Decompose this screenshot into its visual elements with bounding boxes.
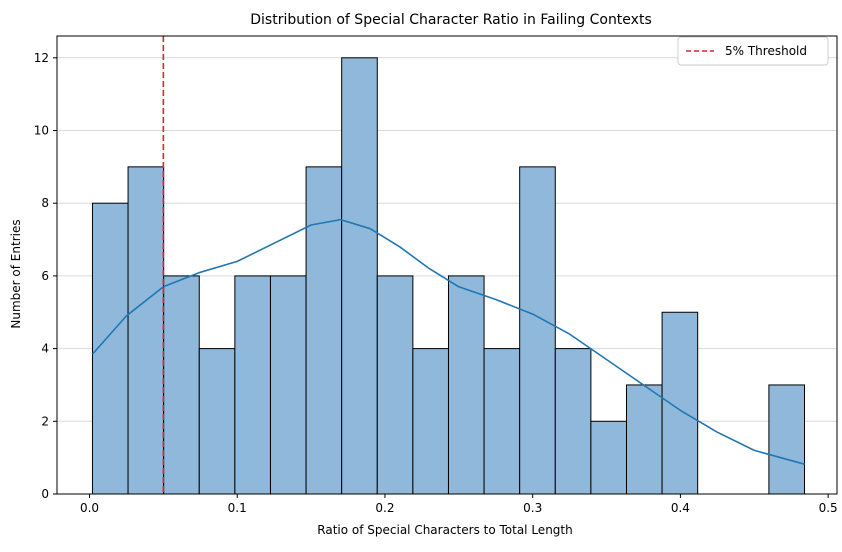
x-tick-label-3: 0.3 xyxy=(523,501,542,515)
histogram-bar-12 xyxy=(519,166,556,495)
histogram-bar-16 xyxy=(661,311,699,495)
kde-curve xyxy=(91,218,805,465)
kde-line xyxy=(91,218,805,465)
x-tick-label-5: 0.5 xyxy=(819,501,838,515)
y-tick-label-4: 8 xyxy=(41,196,49,210)
x-tick-label-0: 0.0 xyxy=(80,501,99,515)
histogram-bar-2 xyxy=(163,275,200,495)
x-axis-label: Ratio of Special Characters to Total Len… xyxy=(317,523,572,537)
legend: 5% Threshold xyxy=(677,36,829,66)
histogram-bar-3 xyxy=(198,348,236,495)
x-tick-label-2: 0.2 xyxy=(375,501,394,515)
histogram-bar-15 xyxy=(625,384,663,495)
axes xyxy=(56,35,838,495)
histogram-bars xyxy=(91,57,805,495)
histogram-bar-4 xyxy=(234,275,271,495)
ticks: 0.0 0.1 0.2 0.3 0.4 0.5 0 2 4 6 8 10 12 xyxy=(34,51,838,515)
y-tick-label-0: 0 xyxy=(41,487,49,501)
histogram-bar-8 xyxy=(376,275,414,495)
histogram-bar-7 xyxy=(341,57,378,495)
histogram-bar-10 xyxy=(447,275,485,495)
axes-frame xyxy=(56,35,838,495)
histogram-bar-9 xyxy=(412,348,449,495)
legend-box xyxy=(677,36,829,66)
histogram-bar-1 xyxy=(127,166,165,495)
histogram-bar-6 xyxy=(305,166,343,495)
legend-label-threshold: 5% Threshold xyxy=(725,44,807,58)
y-tick-label-2: 4 xyxy=(41,342,49,356)
y-axis-label: Number of Entries xyxy=(9,219,23,328)
y-tick-label-5: 10 xyxy=(34,124,49,138)
histogram-bar-5 xyxy=(269,275,307,495)
histogram-bar-19 xyxy=(768,384,805,495)
x-tick-label-4: 0.4 xyxy=(671,501,690,515)
histogram-bar-14 xyxy=(590,420,627,495)
histogram-bar-11 xyxy=(483,348,521,495)
y-tick-label-3: 6 xyxy=(41,269,49,283)
x-tick-label-1: 0.1 xyxy=(228,501,247,515)
y-tick-label-6: 12 xyxy=(34,51,49,65)
y-tick-label-1: 2 xyxy=(41,414,49,428)
histogram-bar-13 xyxy=(554,348,592,495)
chart-title: Distribution of Special Character Ratio … xyxy=(250,12,652,28)
